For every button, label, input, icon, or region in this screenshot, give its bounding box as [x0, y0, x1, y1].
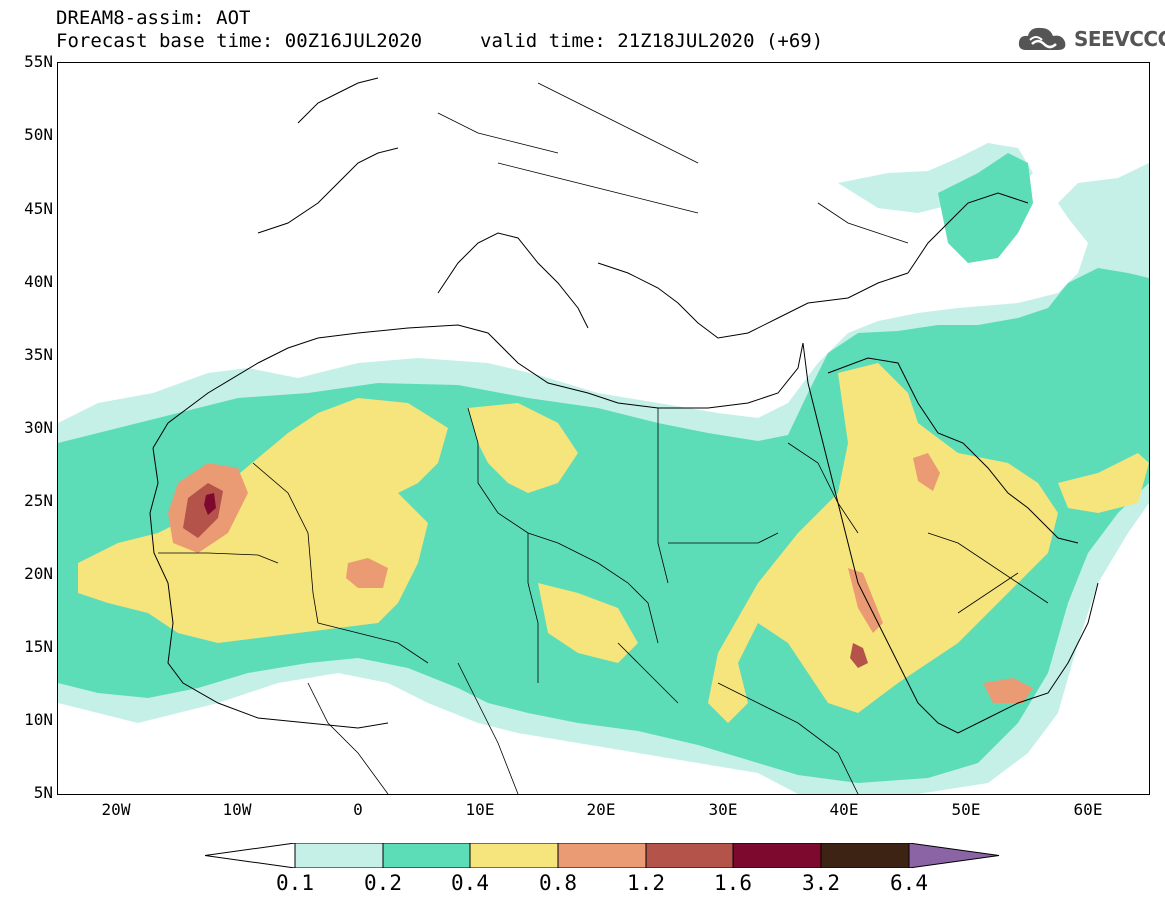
colorbar-label: 0.2 — [364, 871, 402, 895]
colorbar — [205, 843, 1000, 868]
lon-label: 0 — [353, 800, 363, 819]
lat-label: 40N — [24, 272, 53, 291]
borders — [158, 82, 1049, 794]
forecast-base-time: Forecast base time: 00Z16JUL2020 — [56, 30, 423, 52]
seevccc-logo: SEEVCCC — [1016, 22, 1165, 56]
colorbar-segment — [557, 843, 647, 868]
lat-label: 25N — [24, 491, 53, 510]
lon-label: 50E — [951, 800, 981, 819]
colorbar-segment — [645, 843, 734, 868]
lat-label: 30N — [24, 418, 53, 437]
aot-band-yellow-central — [468, 403, 578, 493]
colorbar-segment — [908, 843, 1000, 868]
colorbar-segment — [732, 843, 822, 868]
colorbar-label: 1.6 — [714, 871, 752, 895]
cloud-icon — [1018, 27, 1066, 50]
lat-label: 45N — [24, 199, 53, 218]
colorbar-segment — [469, 843, 559, 868]
colorbar-segment — [205, 843, 296, 868]
colorbar-segment — [820, 843, 910, 868]
lat-label: 55N — [24, 52, 53, 71]
coastlines — [149, 77, 1099, 734]
aot-band-orange-redsea — [848, 568, 883, 633]
lon-label: 20W — [101, 800, 131, 819]
aot-band-orange-mali — [346, 558, 388, 588]
colorbar-label: 6.4 — [890, 871, 928, 895]
aot-band-green-iran — [1058, 288, 1149, 363]
colorbar-segment — [382, 843, 471, 868]
lon-label: 10W — [222, 800, 252, 819]
colorbar-label: 3.2 — [802, 871, 840, 895]
lon-label: 10E — [465, 800, 495, 819]
lat-label: 35N — [24, 345, 53, 364]
lat-label: 50N — [24, 125, 53, 144]
lat-label: 20N — [24, 564, 53, 583]
lat-label: 10N — [24, 710, 53, 729]
colorbar-label: 1.2 — [627, 871, 665, 895]
colorbar-label: 0.1 — [276, 871, 314, 895]
aot-map-canvas — [58, 77, 1149, 794]
aot-band-orange-saudi — [913, 453, 940, 491]
lon-label: 40E — [829, 800, 859, 819]
colorbar-label: 0.8 — [539, 871, 577, 895]
logo-text: SEEVCCC — [1074, 27, 1165, 51]
aot-band-yellow-arabia — [708, 363, 1058, 723]
valid-time: valid time: 21Z18JUL2020 (+69) — [480, 30, 824, 52]
aot-band-green-caspian — [938, 153, 1033, 263]
aot-band-yellow-chad — [538, 583, 638, 663]
lon-label: 30E — [708, 800, 738, 819]
lon-label: 60E — [1073, 800, 1103, 819]
lat-label: 5N — [33, 783, 53, 802]
colorbar-segment — [294, 843, 384, 868]
aot-band-orange-yemen — [983, 678, 1033, 703]
aot-band-yellow-gulf — [1058, 453, 1149, 513]
map-title: DREAM8-assim: AOT — [56, 7, 251, 29]
aot-band-maroon-sahara — [204, 493, 216, 515]
colorbar-label: 0.4 — [451, 871, 489, 895]
lat-label: 15N — [24, 637, 53, 656]
lon-label: 20E — [586, 800, 616, 819]
aot-band-darkred-eritrea — [850, 643, 868, 668]
aot-map — [57, 62, 1150, 795]
